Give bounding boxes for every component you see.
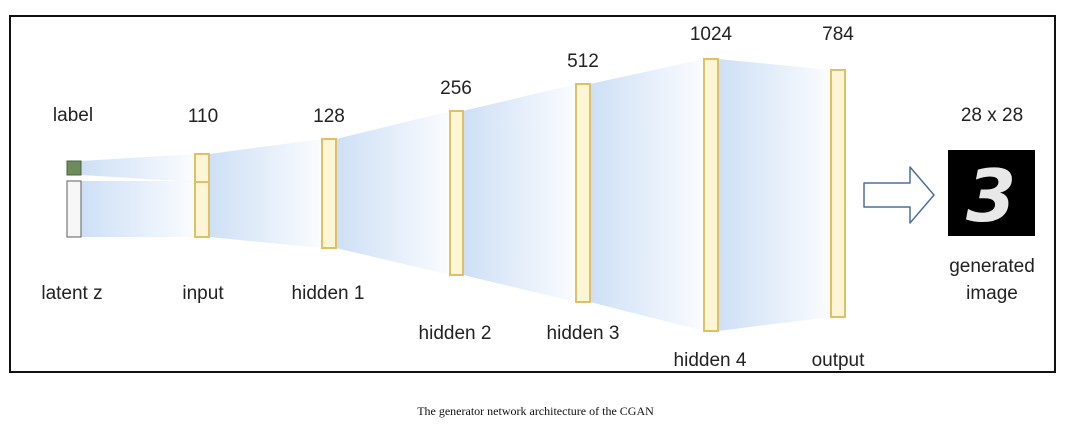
hidden3-size-label: 512 bbox=[567, 51, 599, 72]
funnel-latent-input bbox=[81, 181, 195, 237]
figure-caption: The generator network architecture of th… bbox=[417, 404, 654, 418]
latent-vector bbox=[66, 180, 82, 238]
output-layer bbox=[830, 69, 846, 318]
funnel-input-hidden1 bbox=[209, 139, 322, 248]
hidden4-name-label: hidden 4 bbox=[674, 350, 747, 371]
arrow-icon bbox=[863, 166, 935, 224]
input-size-label: 110 bbox=[188, 106, 218, 127]
output-name-label: output bbox=[812, 350, 866, 371]
cgan-generator-diagram: 3 label latent z 110 input 128 hidden 1 … bbox=[9, 15, 1056, 373]
hidden2-name-label: hidden 2 bbox=[419, 323, 492, 344]
generated-name-line1: generated bbox=[949, 256, 1035, 277]
hidden1-layer bbox=[321, 138, 337, 249]
hidden4-layer bbox=[703, 58, 719, 332]
generated-digit: 3 bbox=[966, 154, 1016, 238]
input-label-segment bbox=[194, 153, 210, 183]
label-vector bbox=[66, 160, 82, 176]
generated-image-background bbox=[948, 150, 1035, 236]
hidden3-layer bbox=[575, 83, 591, 303]
output-size-label: 784 bbox=[822, 24, 854, 45]
label-size-label: label bbox=[53, 105, 93, 126]
input-latent-segment bbox=[194, 181, 210, 238]
hidden2-size-label: 256 bbox=[440, 78, 472, 99]
latent-z-label: latent z bbox=[41, 283, 102, 304]
hidden4-size-label: 1024 bbox=[690, 24, 733, 45]
hidden3-name-label: hidden 3 bbox=[547, 323, 620, 344]
input-name-label: input bbox=[182, 283, 224, 304]
funnel-hidden2-hidden3 bbox=[463, 84, 576, 302]
generated-image: 3 bbox=[948, 150, 1035, 238]
hidden1-name-label: hidden 1 bbox=[292, 283, 365, 304]
input-layer bbox=[194, 153, 210, 238]
generated-name-line2: image bbox=[966, 283, 1018, 304]
hidden2-layer bbox=[449, 110, 464, 276]
hidden1-size-label: 128 bbox=[313, 106, 345, 127]
funnel-hidden3-hidden4 bbox=[590, 59, 704, 331]
funnel-hidden4-output bbox=[718, 59, 831, 331]
funnel-hidden1-hidden2 bbox=[336, 111, 450, 275]
generated-size-label: 28 x 28 bbox=[961, 105, 1023, 126]
funnel-label-input bbox=[81, 154, 195, 182]
